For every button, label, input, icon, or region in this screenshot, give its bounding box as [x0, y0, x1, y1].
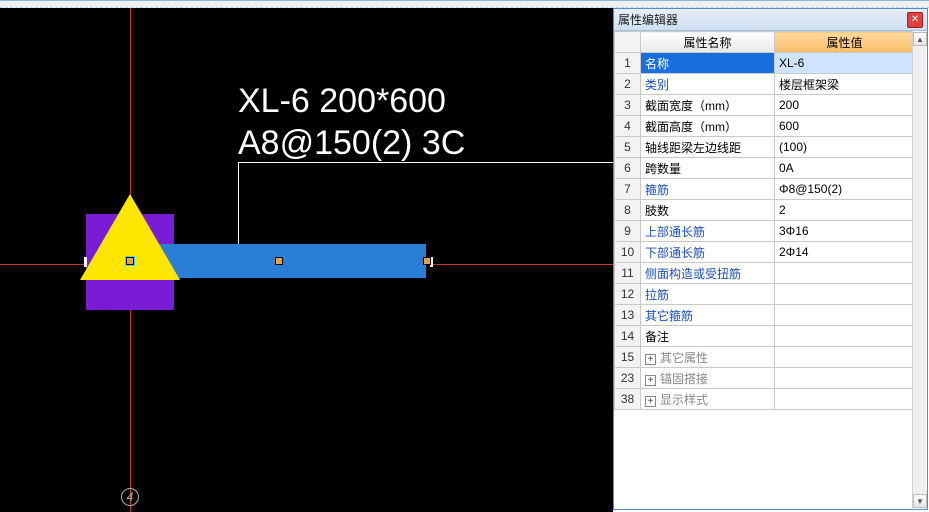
- property-name-cell[interactable]: 名称: [641, 53, 775, 74]
- property-name-cell[interactable]: 上部通长筋: [641, 221, 775, 242]
- support-triangle-icon: [80, 194, 180, 280]
- row-number: 38: [615, 389, 641, 410]
- selection-handle[interactable]: [423, 257, 431, 265]
- drawing-canvas[interactable]: XL-6 200*600 A8@150(2) 3C 4: [0, 8, 613, 512]
- property-editor-panel: 属性编辑器 ✕ 属性名称 属性值 1名称XL-62类别楼层框架梁3截面宽度（mm…: [613, 8, 928, 510]
- panel-body: 属性名称 属性值 1名称XL-62类别楼层框架梁3截面宽度（mm）2004截面高…: [614, 31, 913, 509]
- selection-handle[interactable]: [126, 257, 134, 265]
- section-value-cell: [775, 389, 914, 410]
- section-name-cell[interactable]: +显示样式: [641, 389, 775, 410]
- property-name-cell[interactable]: 类别: [641, 74, 775, 95]
- section-value-cell: [775, 368, 914, 389]
- top-strip: [0, 0, 929, 8]
- beam-label-line1: XL-6 200*600: [238, 82, 446, 121]
- section-value-cell: [775, 347, 914, 368]
- row-number: 11: [615, 263, 641, 284]
- row-number: 6: [615, 158, 641, 179]
- property-name-cell[interactable]: 截面高度（mm）: [641, 116, 775, 137]
- chevron-down-icon: ▼: [916, 497, 924, 506]
- property-value-cell[interactable]: XL-6: [775, 53, 914, 74]
- property-value-cell[interactable]: 2Φ14: [775, 242, 914, 263]
- property-value-cell[interactable]: [775, 326, 914, 347]
- property-value-cell[interactable]: 3Φ16: [775, 221, 914, 242]
- property-grid[interactable]: 属性名称 属性值 1名称XL-62类别楼层框架梁3截面宽度（mm）2004截面高…: [614, 31, 913, 410]
- row-number: 12: [615, 284, 641, 305]
- row-number: 14: [615, 326, 641, 347]
- expand-icon[interactable]: +: [645, 375, 656, 386]
- row-number: 5: [615, 137, 641, 158]
- property-name-cell[interactable]: 跨数量: [641, 158, 775, 179]
- property-name-cell[interactable]: 轴线距梁左边线距: [641, 137, 775, 158]
- row-number: 4: [615, 116, 641, 137]
- expand-icon[interactable]: +: [645, 354, 656, 365]
- scroll-up-button[interactable]: ▲: [913, 32, 927, 46]
- grid-header-blank: [615, 32, 641, 53]
- close-button[interactable]: ✕: [907, 12, 923, 28]
- property-name-cell[interactable]: 其它箍筋: [641, 305, 775, 326]
- grid-header-row: 属性名称 属性值: [615, 32, 914, 53]
- section-name-cell[interactable]: +其它属性: [641, 347, 775, 368]
- property-name-cell[interactable]: 下部通长筋: [641, 242, 775, 263]
- property-section-row[interactable]: 23+锚固搭接: [615, 368, 914, 389]
- row-number: 1: [615, 53, 641, 74]
- property-name-cell[interactable]: 截面宽度（mm）: [641, 95, 775, 116]
- property-row[interactable]: 7箍筋Φ8@150(2): [615, 179, 914, 200]
- property-row[interactable]: 4截面高度（mm）600: [615, 116, 914, 137]
- property-value-cell[interactable]: [775, 263, 914, 284]
- chevron-up-icon: ▲: [916, 35, 924, 44]
- section-name-cell[interactable]: +锚固搭接: [641, 368, 775, 389]
- property-name-cell[interactable]: 备注: [641, 326, 775, 347]
- property-value-cell[interactable]: 600: [775, 116, 914, 137]
- beam-label-line2: A8@150(2) 3C: [238, 124, 465, 163]
- property-row[interactable]: 3截面宽度（mm）200: [615, 95, 914, 116]
- property-value-cell[interactable]: (100): [775, 137, 914, 158]
- property-value-cell[interactable]: 200: [775, 95, 914, 116]
- selection-handle[interactable]: [275, 257, 283, 265]
- property-row[interactable]: 9上部通长筋3Φ16: [615, 221, 914, 242]
- property-section-row[interactable]: 38+显示样式: [615, 389, 914, 410]
- property-row[interactable]: 2类别楼层框架梁: [615, 74, 914, 95]
- property-value-cell[interactable]: 楼层框架梁: [775, 74, 914, 95]
- beam-end-tick: [84, 257, 87, 267]
- property-row[interactable]: 1名称XL-6: [615, 53, 914, 74]
- axis-bubble-label: 4: [127, 490, 134, 504]
- panel-title-text: 属性编辑器: [618, 11, 678, 28]
- property-row[interactable]: 12拉筋: [615, 284, 914, 305]
- row-number: 13: [615, 305, 641, 326]
- property-row[interactable]: 14备注: [615, 326, 914, 347]
- property-row[interactable]: 11侧面构造或受扭筋: [615, 263, 914, 284]
- row-number: 7: [615, 179, 641, 200]
- grid-header-name[interactable]: 属性名称: [641, 32, 775, 53]
- property-row[interactable]: 10下部通长筋2Φ14: [615, 242, 914, 263]
- axis-bubble: 4: [121, 488, 139, 506]
- expand-icon[interactable]: +: [645, 396, 656, 407]
- property-row[interactable]: 8肢数2: [615, 200, 914, 221]
- row-number: 3: [615, 95, 641, 116]
- close-icon: ✕: [911, 14, 919, 25]
- grid-header-value[interactable]: 属性值: [775, 32, 914, 53]
- property-name-cell[interactable]: 肢数: [641, 200, 775, 221]
- row-number: 9: [615, 221, 641, 242]
- property-section-row[interactable]: 15+其它属性: [615, 347, 914, 368]
- property-value-cell[interactable]: 0A: [775, 158, 914, 179]
- panel-scrollbar[interactable]: ▲ ▼: [912, 32, 926, 508]
- row-number: 2: [615, 74, 641, 95]
- panel-titlebar[interactable]: 属性编辑器 ✕: [614, 9, 927, 31]
- property-value-cell[interactable]: Φ8@150(2): [775, 179, 914, 200]
- row-number: 23: [615, 368, 641, 389]
- property-row[interactable]: 6跨数量0A: [615, 158, 914, 179]
- property-row[interactable]: 13其它箍筋: [615, 305, 914, 326]
- row-number: 15: [615, 347, 641, 368]
- property-name-cell[interactable]: 箍筋: [641, 179, 775, 200]
- row-number: 8: [615, 200, 641, 221]
- row-number: 10: [615, 242, 641, 263]
- property-value-cell[interactable]: [775, 284, 914, 305]
- scroll-down-button[interactable]: ▼: [913, 494, 927, 508]
- property-value-cell[interactable]: [775, 305, 914, 326]
- property-name-cell[interactable]: 侧面构造或受扭筋: [641, 263, 775, 284]
- property-value-cell[interactable]: 2: [775, 200, 914, 221]
- property-row[interactable]: 5轴线距梁左边线距(100): [615, 137, 914, 158]
- property-name-cell[interactable]: 拉筋: [641, 284, 775, 305]
